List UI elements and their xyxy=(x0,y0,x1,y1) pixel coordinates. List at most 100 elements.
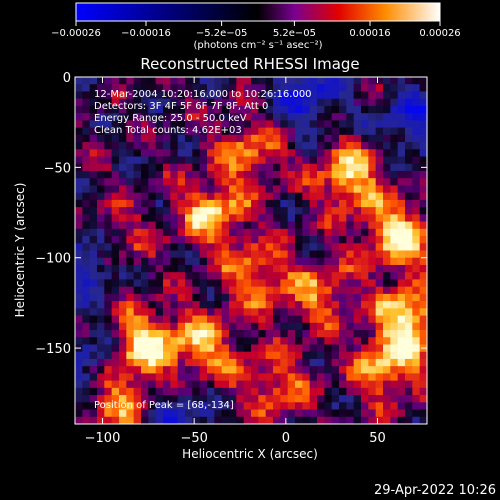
heatmap-cell xyxy=(97,149,105,158)
heatmap-cell xyxy=(331,84,340,92)
heatmap-cell xyxy=(229,322,237,331)
heatmap-cell xyxy=(155,272,164,280)
heatmap-cell xyxy=(133,344,142,353)
heatmap-cell xyxy=(412,301,421,309)
heatmap-cell xyxy=(221,127,230,136)
heatmap-cell xyxy=(82,272,91,280)
heatmap-cell xyxy=(170,402,179,411)
heatmap-cell xyxy=(287,91,296,100)
heatmap-cell xyxy=(75,156,83,165)
heatmap-cell xyxy=(170,416,179,424)
heatmap-cell xyxy=(331,170,340,179)
heatmap-cell xyxy=(229,127,237,136)
heatmap-cell xyxy=(97,250,105,259)
heatmap-cell xyxy=(82,380,91,389)
heatmap-cell xyxy=(346,366,355,374)
heatmap-cell xyxy=(258,214,267,223)
heatmap-cell xyxy=(89,402,98,411)
heatmap-cell xyxy=(89,84,98,92)
heatmap-cell xyxy=(221,402,230,411)
heatmap-cell xyxy=(236,257,245,266)
heatmap-cell xyxy=(302,257,311,266)
heatmap-cell xyxy=(331,409,340,418)
heatmap-cell xyxy=(148,272,157,280)
heatmap-cell xyxy=(199,214,208,223)
heatmap-cell xyxy=(258,207,267,215)
heatmap-cell xyxy=(243,286,252,295)
heatmap-cell xyxy=(273,156,281,165)
heatmap-cell xyxy=(243,113,252,121)
heatmap-cell xyxy=(287,77,296,85)
heatmap-cell xyxy=(163,134,171,143)
heatmap-cell xyxy=(229,142,237,150)
heatmap-cell xyxy=(119,91,127,100)
heatmap-cell xyxy=(89,337,98,345)
heatmap-cell xyxy=(82,170,91,179)
heatmap-cell xyxy=(126,98,135,107)
heatmap-cell xyxy=(185,243,193,251)
heatmap-cell xyxy=(207,120,215,129)
heatmap-cell xyxy=(361,84,369,92)
heatmap-cell xyxy=(265,199,274,208)
heatmap-cell xyxy=(331,214,340,223)
heatmap-cell xyxy=(383,228,391,237)
heatmap-cell xyxy=(309,264,318,273)
heatmap-cell xyxy=(214,373,223,382)
heatmap-cell xyxy=(353,380,362,389)
heatmap-cell xyxy=(375,156,384,165)
heatmap-cell xyxy=(412,358,421,367)
heatmap-cell xyxy=(353,243,362,251)
heatmap-cell xyxy=(119,416,127,424)
heatmap-cell xyxy=(383,77,391,85)
heatmap-cell xyxy=(295,416,303,424)
heatmap-cell xyxy=(126,293,135,302)
heatmap-cell xyxy=(375,221,384,230)
heatmap-cell xyxy=(133,192,142,201)
heatmap-cell xyxy=(155,221,164,230)
heatmap-cell xyxy=(82,192,91,201)
heatmap-cell xyxy=(287,142,296,150)
heatmap-cell xyxy=(317,113,325,121)
heatmap-cell xyxy=(397,301,406,309)
heatmap-cell xyxy=(148,163,157,172)
heatmap-cell xyxy=(309,163,318,172)
heatmap-cell xyxy=(104,250,113,259)
heatmap-cell xyxy=(280,170,289,179)
heatmap-cell xyxy=(412,409,421,418)
heatmap-cell xyxy=(302,91,311,100)
heatmap-cell xyxy=(221,308,230,317)
heatmap-cell xyxy=(75,98,83,107)
heatmap-cell xyxy=(163,330,171,338)
heatmap-cell xyxy=(419,315,427,324)
heatmap-cell xyxy=(177,156,186,165)
heatmap-cell xyxy=(111,264,120,273)
heatmap-cell xyxy=(229,120,237,129)
heatmap-cell xyxy=(111,113,120,121)
heatmap-cell xyxy=(221,286,230,295)
heatmap-cell xyxy=(199,156,208,165)
heatmap-cell xyxy=(317,243,325,251)
heatmap-cell xyxy=(331,127,340,136)
heatmap-cell xyxy=(207,77,215,85)
heatmap-cell xyxy=(243,337,252,345)
heatmap-cell xyxy=(273,416,281,424)
heatmap-cell xyxy=(133,272,142,280)
heatmap-cell xyxy=(258,113,267,121)
heatmap-cell xyxy=(104,199,113,208)
heatmap-cell xyxy=(375,243,384,251)
heatmap-cell xyxy=(229,358,237,367)
heatmap-cell xyxy=(375,105,384,114)
heatmap-cell xyxy=(287,351,296,360)
heatmap-cell xyxy=(397,286,406,295)
heatmap-cell xyxy=(199,192,208,201)
heatmap-cell xyxy=(207,134,215,143)
heatmap-cell xyxy=(361,199,369,208)
heatmap-cell xyxy=(331,178,340,186)
heatmap-cell xyxy=(412,199,421,208)
heatmap-cell xyxy=(309,134,318,143)
heatmap-cell xyxy=(148,236,157,244)
heatmap-cell xyxy=(148,293,157,302)
chart-title: Reconstructed RHESSI Image xyxy=(140,55,359,73)
heatmap-cell xyxy=(302,315,311,324)
heatmap-cell xyxy=(324,84,333,92)
